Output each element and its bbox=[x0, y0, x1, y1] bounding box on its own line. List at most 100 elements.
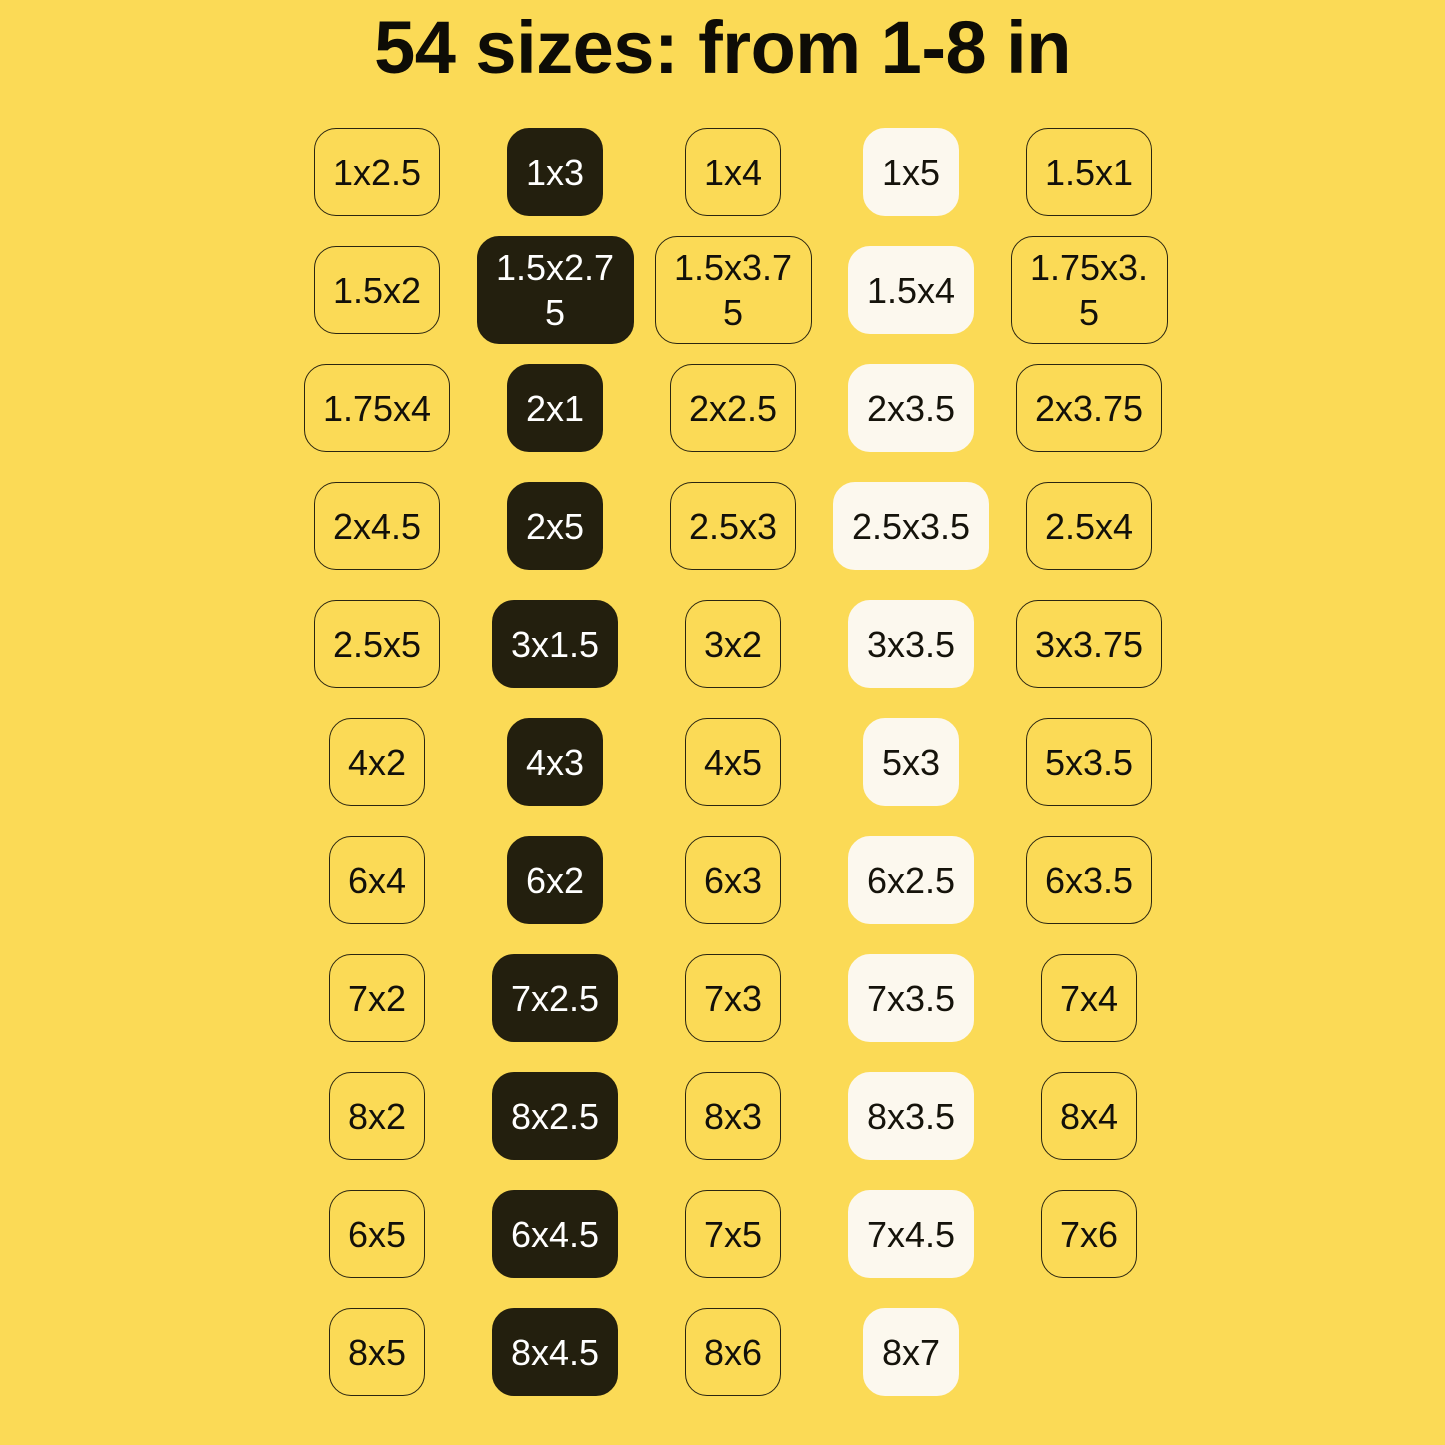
size-chip[interactable]: 8x5 bbox=[328, 1308, 426, 1396]
size-chip-cell: 8x2 bbox=[288, 1057, 466, 1175]
size-chip-label: 3x2 bbox=[703, 623, 763, 665]
size-chip-label: 4x2 bbox=[347, 741, 407, 783]
size-chip[interactable]: 1.75x3.5 bbox=[1010, 236, 1168, 344]
size-chip-label: 7x4.5 bbox=[866, 1213, 956, 1255]
size-chip-cell: 2.5x3.5 bbox=[822, 467, 1000, 585]
size-chip[interactable]: 1.75x4 bbox=[303, 364, 451, 452]
size-chip[interactable]: 7x5 bbox=[684, 1190, 782, 1278]
size-chip-label: 8x3 bbox=[703, 1095, 763, 1137]
size-chip[interactable]: 1x2.5 bbox=[313, 128, 441, 216]
size-chip[interactable]: 6x2.5 bbox=[847, 836, 975, 924]
size-chip-row: 8x5 8x4.5 8x6 8x7 bbox=[288, 1293, 1178, 1411]
size-chip[interactable]: 6x2 bbox=[506, 836, 604, 924]
size-chip-cell: 2.5x3 bbox=[644, 467, 822, 585]
size-chip-label: 8x3.5 bbox=[866, 1095, 956, 1137]
size-chip[interactable]: 2x3.5 bbox=[847, 364, 975, 452]
size-chip[interactable]: 7x6 bbox=[1040, 1190, 1138, 1278]
size-chip[interactable]: 8x4.5 bbox=[491, 1308, 619, 1396]
empty-cell bbox=[1000, 1293, 1178, 1411]
size-chip[interactable]: 5x3 bbox=[862, 718, 960, 806]
size-chip[interactable]: 1.5x2 bbox=[313, 246, 441, 334]
size-chip[interactable]: 1.5x2.75 bbox=[476, 236, 634, 344]
size-chip-row: 7x2 7x2.5 7x3 7x3.5 7x4 bbox=[288, 939, 1178, 1057]
size-chip-label: 7x2.5 bbox=[510, 977, 600, 1019]
size-chip-cell: 1.75x3.5 bbox=[1000, 231, 1178, 349]
size-chip[interactable]: 2x5 bbox=[506, 482, 604, 570]
size-chip[interactable]: 8x6 bbox=[684, 1308, 782, 1396]
size-chip[interactable]: 8x2 bbox=[328, 1072, 426, 1160]
size-chip[interactable]: 2.5x4 bbox=[1025, 482, 1153, 570]
size-chip[interactable]: 4x3 bbox=[506, 718, 604, 806]
size-chip[interactable]: 3x3.5 bbox=[847, 600, 975, 688]
size-chip[interactable]: 7x3.5 bbox=[847, 954, 975, 1042]
size-chip[interactable]: 7x2.5 bbox=[491, 954, 619, 1042]
size-chip-label: 2.5x4 bbox=[1044, 505, 1134, 547]
size-chip[interactable]: 4x2 bbox=[328, 718, 426, 806]
size-chip[interactable]: 6x5 bbox=[328, 1190, 426, 1278]
size-chip-cell: 8x6 bbox=[644, 1293, 822, 1411]
size-chip-label: 2.5x5 bbox=[332, 623, 422, 665]
size-chip-cell: 1.5x1 bbox=[1000, 113, 1178, 231]
size-chip-label: 2x2.5 bbox=[688, 387, 778, 429]
size-chip-label: 7x2 bbox=[347, 977, 407, 1019]
size-chip-cell: 6x3 bbox=[644, 821, 822, 939]
size-chip-cell: 2x2.5 bbox=[644, 349, 822, 467]
size-chip[interactable]: 5x3.5 bbox=[1025, 718, 1153, 806]
page-title: 54 sizes: from 1-8 in bbox=[374, 6, 1071, 89]
size-chip[interactable]: 2.5x3 bbox=[669, 482, 797, 570]
size-chip-label: 1.5x4 bbox=[866, 269, 956, 311]
size-chip-label: 6x4.5 bbox=[510, 1213, 600, 1255]
size-chip-label: 4x3 bbox=[525, 741, 585, 783]
size-chip[interactable]: 1.5x3.75 bbox=[654, 236, 812, 344]
size-chip[interactable]: 8x4 bbox=[1040, 1072, 1138, 1160]
size-chip[interactable]: 3x3.75 bbox=[1015, 600, 1163, 688]
size-chip[interactable]: 7x3 bbox=[684, 954, 782, 1042]
size-chip[interactable]: 6x3.5 bbox=[1025, 836, 1153, 924]
size-chip[interactable]: 1x3 bbox=[506, 128, 604, 216]
size-chip[interactable]: 2x4.5 bbox=[313, 482, 441, 570]
size-chip[interactable]: 2.5x5 bbox=[313, 600, 441, 688]
size-chip[interactable]: 7x4 bbox=[1040, 954, 1138, 1042]
size-chip[interactable]: 7x4.5 bbox=[847, 1190, 975, 1278]
size-chip[interactable]: 1x5 bbox=[862, 128, 960, 216]
size-chip[interactable]: 2x1 bbox=[506, 364, 604, 452]
size-chip[interactable]: 6x3 bbox=[684, 836, 782, 924]
size-chip[interactable]: 6x4 bbox=[328, 836, 426, 924]
size-chip[interactable]: 7x2 bbox=[328, 954, 426, 1042]
size-chip-label: 1.5x2.75 bbox=[495, 247, 615, 333]
size-chip[interactable]: 4x5 bbox=[684, 718, 782, 806]
size-chip[interactable]: 6x4.5 bbox=[491, 1190, 619, 1278]
size-chip[interactable]: 1.5x1 bbox=[1025, 128, 1153, 216]
size-chip[interactable]: 3x2 bbox=[684, 600, 782, 688]
size-chip-cell: 8x5 bbox=[288, 1293, 466, 1411]
size-chip-label: 8x7 bbox=[881, 1331, 941, 1373]
size-chip-label: 6x3 bbox=[703, 859, 763, 901]
size-chip-cell: 6x5 bbox=[288, 1175, 466, 1293]
size-chip-cell: 7x4.5 bbox=[822, 1175, 1000, 1293]
size-chip-cell: 6x2 bbox=[466, 821, 644, 939]
size-chip[interactable]: 3x1.5 bbox=[491, 600, 619, 688]
size-chip-cell: 8x4 bbox=[1000, 1057, 1178, 1175]
size-chip[interactable]: 2.5x3.5 bbox=[832, 482, 990, 570]
size-chip-cell: 2.5x4 bbox=[1000, 467, 1178, 585]
size-chip[interactable]: 1.5x4 bbox=[847, 246, 975, 334]
size-chip[interactable]: 8x2.5 bbox=[491, 1072, 619, 1160]
size-chip-label: 7x5 bbox=[703, 1213, 763, 1255]
size-chip[interactable]: 2x2.5 bbox=[669, 364, 797, 452]
size-chip-label: 5x3 bbox=[881, 741, 941, 783]
size-chip[interactable]: 8x7 bbox=[862, 1308, 960, 1396]
size-chip-cell: 8x2.5 bbox=[466, 1057, 644, 1175]
size-chip-cell: 1.5x2 bbox=[288, 231, 466, 349]
size-chip-cell: 2x1 bbox=[466, 349, 644, 467]
size-chip-cell: 6x3.5 bbox=[1000, 821, 1178, 939]
size-chip[interactable]: 8x3.5 bbox=[847, 1072, 975, 1160]
size-chip[interactable]: 1x4 bbox=[684, 128, 782, 216]
size-chip-label: 6x3.5 bbox=[1044, 859, 1134, 901]
size-chip-label: 6x5 bbox=[347, 1213, 407, 1255]
size-chip[interactable]: 2x3.75 bbox=[1015, 364, 1163, 452]
size-chip-label: 7x4 bbox=[1059, 977, 1119, 1019]
size-chip-cell: 8x7 bbox=[822, 1293, 1000, 1411]
size-chip-cell: 1.5x3.75 bbox=[644, 231, 822, 349]
size-chip-row: 1.5x2 1.5x2.75 1.5x3.75 1.5x4 1.75x3.5 bbox=[288, 231, 1178, 349]
size-chip[interactable]: 8x3 bbox=[684, 1072, 782, 1160]
